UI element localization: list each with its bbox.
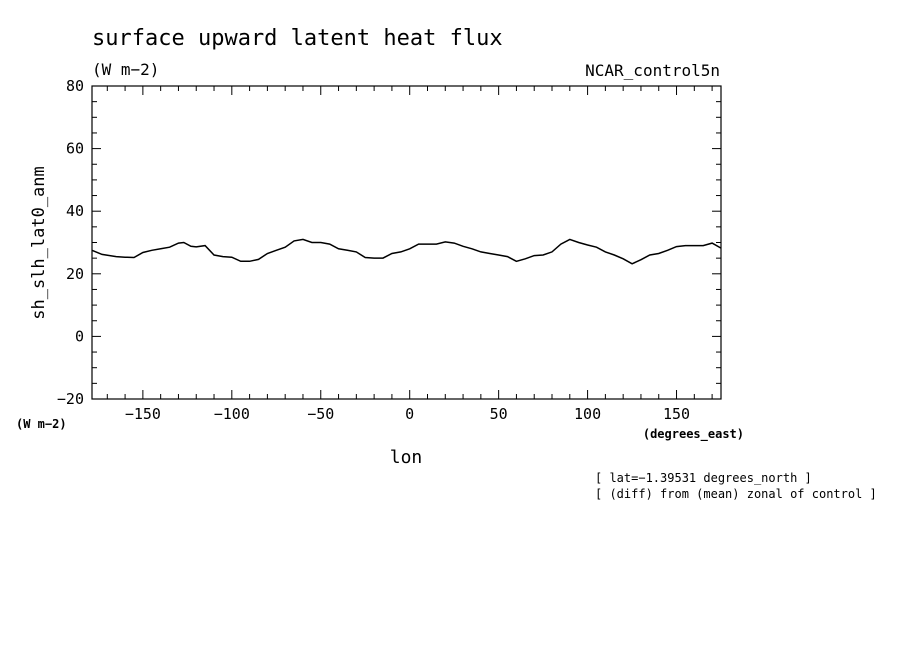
x-tick-label: 0 <box>405 405 414 423</box>
y-tick-label: 20 <box>66 265 84 283</box>
axis-ticks <box>92 85 721 400</box>
y-tick-label: 40 <box>66 202 84 220</box>
y-tick-label: 60 <box>66 140 84 158</box>
x-axis-label: lon <box>390 447 423 468</box>
note-latitude: [ lat=−1.39531 degrees_north ] <box>595 471 812 485</box>
y-axis-label: sh_slh_lat0_anm <box>29 166 49 320</box>
x-tick-label: −50 <box>307 405 334 423</box>
note-diff: [ (diff) from (mean) zonal of control ] <box>595 487 877 501</box>
chart-title: surface upward latent heat flux <box>92 26 503 51</box>
y-tick-label: 0 <box>75 327 84 345</box>
x-tick-label: 50 <box>490 405 508 423</box>
y-tick-label: −20 <box>57 390 84 408</box>
y-axis-units: (W m−2) <box>16 417 67 431</box>
dataset-label: NCAR_control5n <box>585 61 720 80</box>
x-axis-units: (degrees_east) <box>643 427 744 442</box>
x-tick-label: −150 <box>125 405 161 423</box>
x-tick-label: 100 <box>574 405 601 423</box>
chart-subtitle: (W m−2) <box>92 60 159 79</box>
x-tick-label: 150 <box>663 405 690 423</box>
y-tick-label: 80 <box>66 77 84 95</box>
axis-tick-labels: −150 −100 −50 0 50 100 150 −20 0 20 40 60 80 <box>57 77 690 423</box>
plot-frame <box>91 85 722 400</box>
x-tick-label: −100 <box>214 405 250 423</box>
series-line <box>91 238 722 265</box>
